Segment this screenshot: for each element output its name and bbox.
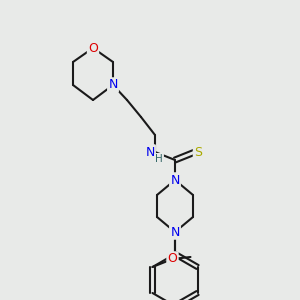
Text: N: N — [108, 79, 118, 92]
Text: O: O — [167, 253, 177, 266]
Text: N: N — [145, 146, 155, 158]
Text: H: H — [155, 154, 163, 164]
Text: O: O — [88, 41, 98, 55]
Text: S: S — [194, 146, 202, 158]
Text: N: N — [170, 173, 180, 187]
Text: N: N — [170, 226, 180, 238]
